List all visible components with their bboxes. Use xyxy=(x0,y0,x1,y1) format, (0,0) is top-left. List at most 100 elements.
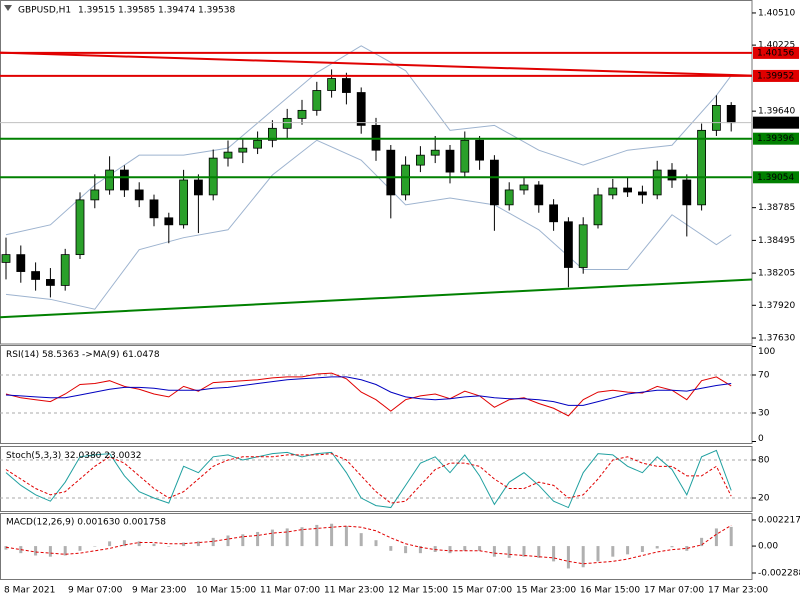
candle-body xyxy=(90,189,100,201)
y-tick-label: 1.38785 xyxy=(758,203,795,213)
y-tick-label: 1.37630 xyxy=(758,334,795,344)
signal-line xyxy=(5,524,732,565)
histogram-bar xyxy=(640,546,644,552)
candle-body xyxy=(327,78,337,91)
candle-body xyxy=(489,159,499,206)
candle-body xyxy=(652,169,662,196)
y-tick-label: 20 xyxy=(758,494,770,504)
candle-body xyxy=(282,117,292,129)
rsi-panel xyxy=(0,345,753,444)
histogram-bar xyxy=(729,526,733,547)
x-tick-label: 17 Mar 07:00 xyxy=(644,586,704,596)
histogram-bar xyxy=(596,546,600,562)
candle-body xyxy=(267,127,277,141)
y-tick-label: -0.002288 xyxy=(758,569,800,579)
candle-body xyxy=(564,221,573,268)
histogram-bar xyxy=(122,540,126,547)
histogram-bar xyxy=(714,528,718,547)
histogram-bar xyxy=(285,528,289,547)
histogram-bar xyxy=(418,546,422,554)
histogram-bar xyxy=(492,546,496,557)
x-tick-label: 17 Mar 23:00 xyxy=(708,586,768,596)
histogram-bar xyxy=(152,543,156,547)
level-box xyxy=(753,69,799,82)
candle-body xyxy=(179,179,189,226)
histogram-bar xyxy=(315,524,319,547)
x-tick-label: 10 Mar 15:00 xyxy=(196,586,256,596)
x-tick-label: 8 Mar 2021 xyxy=(4,586,55,596)
candle-body xyxy=(312,90,322,111)
histogram-bar xyxy=(581,546,585,568)
candle-body xyxy=(238,147,248,153)
histogram-bar xyxy=(48,546,52,557)
stoch-panel xyxy=(0,446,753,512)
panel-marker xyxy=(4,5,12,11)
candle-body xyxy=(1,254,11,263)
candle-body xyxy=(430,149,440,156)
level-box xyxy=(753,46,799,59)
candle-body xyxy=(578,224,588,268)
candle-body xyxy=(712,104,721,131)
histogram-bar xyxy=(19,546,23,554)
histogram-bar xyxy=(522,546,526,557)
level-box xyxy=(753,171,799,184)
y-tick-label: 1.40225 xyxy=(758,41,795,51)
candle-body xyxy=(253,139,263,149)
histogram-bar xyxy=(34,546,38,556)
histogram-bar xyxy=(507,546,511,558)
candle-body xyxy=(415,154,425,166)
candle-body xyxy=(149,199,159,219)
histogram-bar xyxy=(78,546,82,551)
histogram-bar xyxy=(137,541,141,547)
histogram-bar xyxy=(196,541,200,547)
histogram-bar xyxy=(300,527,304,547)
histogram-bar xyxy=(211,537,215,547)
y-tick-label: 1.37920 xyxy=(758,301,795,311)
histogram-bar xyxy=(330,523,334,547)
header-value: 1.39538 xyxy=(198,6,235,16)
y-tick-label: 1.40510 xyxy=(758,8,795,18)
level-label: 1.39054 xyxy=(757,173,794,183)
trendline xyxy=(0,278,753,319)
candle-body xyxy=(120,169,129,191)
candle-body xyxy=(46,279,55,286)
histogram-bar xyxy=(182,542,186,547)
y-tick-label: 100 xyxy=(758,347,775,357)
x-tick-label: 15 Mar 07:00 xyxy=(452,586,512,596)
candle-body xyxy=(667,169,677,181)
x-tick-label: 12 Mar 15:00 xyxy=(388,586,448,596)
x-tick-label: 9 Mar 07:00 xyxy=(68,586,123,596)
histogram-bar xyxy=(685,546,689,551)
histogram-bar xyxy=(389,546,393,551)
candle-body xyxy=(682,179,692,206)
last-price-label: 1.39538 xyxy=(757,118,794,128)
histogram-bar xyxy=(226,535,230,547)
candle-body xyxy=(105,169,114,191)
histogram-bar xyxy=(93,546,97,547)
histogram-bar xyxy=(404,546,408,554)
y-tick-label: 0 xyxy=(758,434,764,444)
level-box xyxy=(753,132,799,145)
candle-body xyxy=(356,92,366,126)
candle-body xyxy=(31,271,41,280)
x-tick-label: 15 Mar 23:00 xyxy=(516,586,576,596)
panel-title: MACD(12,26,9) 0.001630 0.001758 xyxy=(6,518,166,528)
y-tick-label: 0.002217 xyxy=(758,516,800,526)
trendline xyxy=(0,51,753,77)
histogram-bar xyxy=(108,541,112,547)
candle-body xyxy=(623,187,632,193)
last-price-box xyxy=(753,116,799,129)
histogram-bar xyxy=(611,546,615,557)
indicator-line xyxy=(5,449,732,509)
candle-body xyxy=(726,104,736,124)
histogram-bar xyxy=(670,546,674,548)
histogram-bar xyxy=(256,531,260,547)
candle-body xyxy=(504,189,514,206)
candle-body xyxy=(297,109,307,119)
histogram-bar xyxy=(344,526,348,547)
candle-body xyxy=(519,184,529,191)
indicator-line xyxy=(5,376,732,406)
candle-body xyxy=(593,194,603,226)
histogram-bar xyxy=(167,546,171,547)
